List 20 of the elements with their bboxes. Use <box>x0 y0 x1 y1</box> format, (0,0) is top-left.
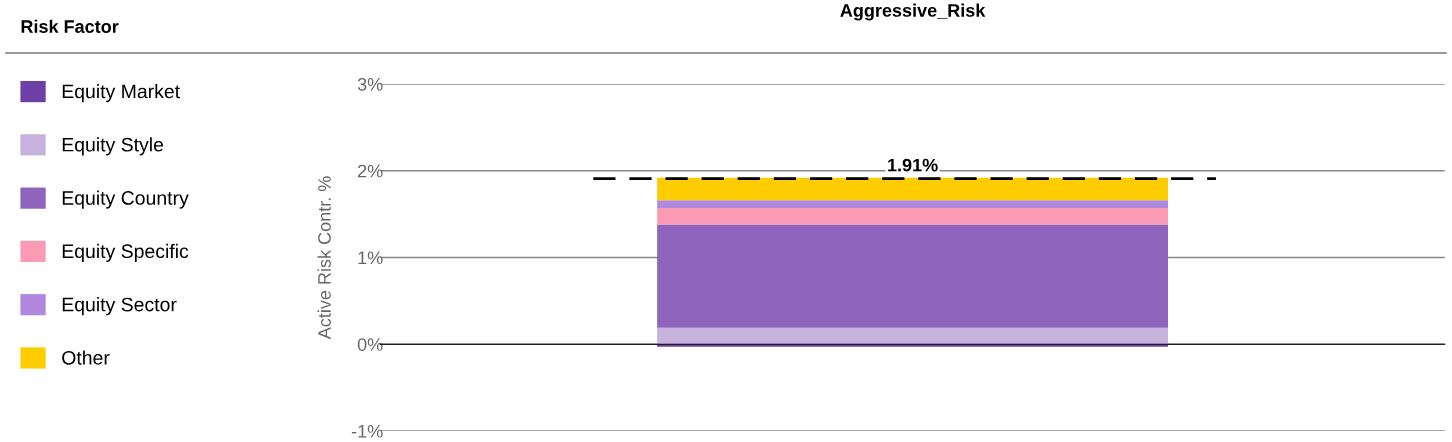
y-axis-title: Active Risk Contr. % <box>317 176 331 340</box>
y-tick-label: 3% <box>357 77 383 91</box>
legend-label: Equity Country <box>62 190 189 209</box>
bar <box>657 208 1169 225</box>
bar <box>657 200 1169 209</box>
bar <box>657 224 1169 328</box>
chart-title: Aggressive_Risk <box>840 3 986 21</box>
bar <box>657 177 1169 201</box>
y-tick-label: 2% <box>358 164 383 178</box>
y-tick-label: 1% <box>358 251 383 265</box>
y-tick-label: 0% <box>357 338 383 351</box>
legend-label: Other <box>62 350 110 365</box>
legend-label: Equity Specific <box>62 243 189 262</box>
legend-label: Equity Style <box>62 137 164 156</box>
legend-label: Equity Market <box>62 84 180 103</box>
legend-label: Equity Sector <box>62 297 177 316</box>
y-tick-label: -1% <box>351 424 383 438</box>
bar <box>657 327 1169 345</box>
ref-line-label: 1.91% <box>888 158 938 172</box>
legend-title: Risk Factor <box>21 19 119 33</box>
